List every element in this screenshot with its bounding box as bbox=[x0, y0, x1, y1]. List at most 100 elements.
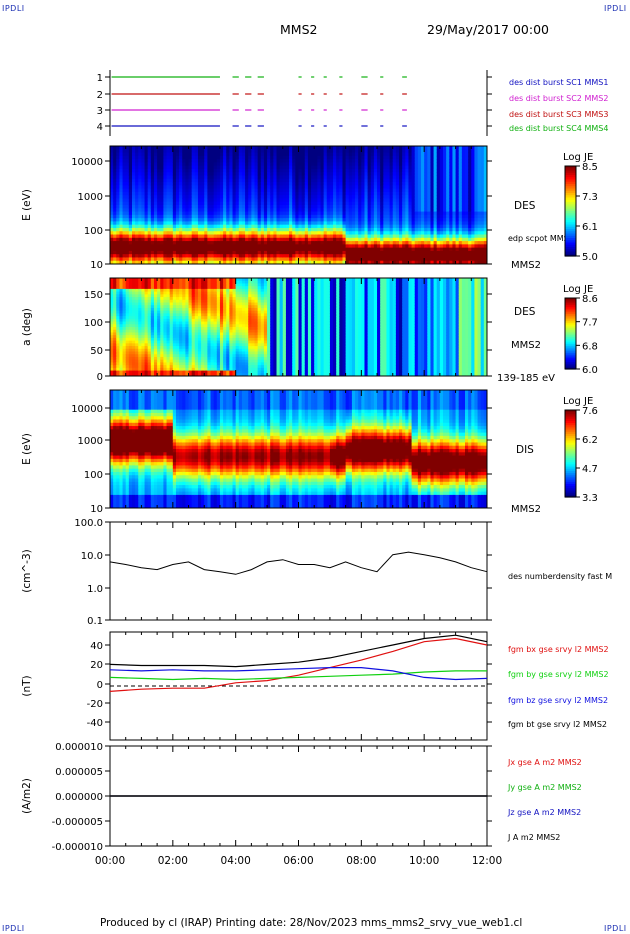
des-energy-panel-heatmap-cell bbox=[279, 152, 284, 157]
des-energy-panel-heatmap-cell bbox=[245, 165, 249, 170]
des-energy-panel-heatmap-cell bbox=[285, 172, 290, 176]
des-energy-panel-heatmap-cell bbox=[329, 195, 334, 199]
des-energy-panel-heatmap-cell bbox=[128, 159, 133, 163]
des-energy-panel-heatmap-cell bbox=[358, 191, 362, 196]
des-energy-panel-ytick-label: 1000 bbox=[78, 192, 103, 203]
des-energy-panel-heatmap-cell bbox=[273, 162, 278, 167]
des-energy-panel-heatmap-cell bbox=[150, 152, 155, 157]
des-energy-panel-heatmap-cell bbox=[430, 254, 435, 258]
des-energy-panel-heatmap-cell bbox=[135, 237, 139, 242]
des-energy-panel-heatmap-cell bbox=[355, 201, 359, 206]
des-pitch-panel-heatmap-cell bbox=[128, 346, 133, 350]
des-energy-panel-heatmap-cell bbox=[421, 234, 425, 239]
des-energy-panel-heatmap-cell bbox=[241, 146, 246, 150]
des-energy-panel-heatmap-cell bbox=[150, 237, 155, 242]
des-energy-panel-colorbar-cell bbox=[565, 222, 576, 226]
des-energy-panel-heatmap-cell bbox=[226, 159, 230, 163]
des-energy-panel-heatmap-cell bbox=[424, 155, 428, 160]
des-energy-panel-heatmap-cell bbox=[110, 221, 114, 226]
des-energy-panel-heatmap-cell bbox=[483, 149, 488, 154]
des-energy-panel-heatmap-cell bbox=[468, 185, 472, 190]
des-energy-panel-heatmap-cell bbox=[298, 182, 303, 186]
des-energy-panel-heatmap-cell bbox=[238, 155, 243, 160]
des-energy-panel-heatmap-cell bbox=[197, 244, 202, 249]
des-energy-panel-heatmap-cell bbox=[257, 221, 262, 226]
des-energy-panel-heatmap-cell bbox=[223, 188, 227, 193]
des-energy-panel-heatmap-cell bbox=[135, 231, 139, 235]
des-energy-panel-heatmap-cell bbox=[399, 241, 403, 245]
des-energy-panel-heatmap-cell bbox=[169, 146, 174, 150]
des-energy-panel-heatmap-cell bbox=[179, 250, 183, 255]
des-energy-panel-heatmap-cell bbox=[144, 149, 149, 154]
des-energy-panel-heatmap-cell bbox=[399, 178, 403, 183]
des-energy-panel-heatmap-cell bbox=[235, 218, 240, 222]
des-energy-panel-heatmap-cell bbox=[141, 227, 146, 232]
des-energy-panel-heatmap-cell bbox=[408, 208, 413, 213]
des-energy-panel-heatmap-cell bbox=[219, 254, 224, 258]
des-energy-panel-heatmap-cell bbox=[282, 218, 287, 222]
des-energy-panel-heatmap-cell bbox=[251, 218, 256, 222]
des-energy-panel-heatmap-cell bbox=[361, 162, 365, 167]
des-energy-panel-heatmap-cell bbox=[110, 152, 114, 157]
des-energy-panel-heatmap-cell bbox=[289, 149, 293, 154]
des-energy-panel-heatmap-cell bbox=[232, 172, 237, 176]
des-energy-panel-heatmap-cell bbox=[207, 234, 212, 239]
des-energy-panel-colorbar-cell bbox=[565, 175, 576, 178]
des-energy-panel-heatmap-cell bbox=[188, 165, 193, 170]
des-energy-panel-heatmap-cell bbox=[373, 185, 378, 190]
des-energy-panel-heatmap-cell bbox=[179, 175, 183, 180]
des-energy-panel-heatmap-cell bbox=[317, 227, 321, 232]
des-energy-panel-heatmap-cell bbox=[307, 244, 312, 249]
des-energy-panel-heatmap-cell bbox=[260, 224, 265, 229]
des-energy-panel-heatmap-cell bbox=[395, 159, 400, 163]
des-energy-panel-heatmap-cell bbox=[216, 254, 221, 258]
des-energy-panel-heatmap-cell bbox=[458, 231, 463, 235]
des-energy-panel-heatmap-cell bbox=[458, 152, 463, 157]
des-energy-panel-heatmap-cell bbox=[110, 234, 114, 239]
des-energy-panel-heatmap-cell bbox=[386, 182, 391, 186]
des-pitch-panel-heatmap-cell bbox=[116, 367, 120, 372]
des-energy-panel-heatmap-cell bbox=[348, 214, 353, 219]
des-energy-panel-heatmap-cell bbox=[128, 162, 133, 167]
des-energy-panel-heatmap-cell bbox=[235, 231, 240, 235]
des-pitch-panel-heatmap-cell bbox=[147, 316, 152, 320]
des-energy-panel-heatmap-cell bbox=[169, 198, 174, 203]
des-energy-panel-heatmap-cell bbox=[210, 191, 215, 196]
des-energy-panel-heatmap-cell bbox=[210, 188, 215, 193]
des-energy-panel-heatmap-cell bbox=[128, 191, 133, 196]
des-energy-panel-heatmap-cell bbox=[304, 205, 309, 209]
des-energy-panel-heatmap-cell bbox=[282, 185, 287, 190]
des-energy-panel-heatmap-cell bbox=[113, 260, 117, 265]
des-energy-panel-heatmap-cell bbox=[424, 182, 428, 186]
des-energy-panel-heatmap-cell bbox=[336, 208, 340, 213]
des-energy-panel-heatmap-cell bbox=[163, 191, 168, 196]
des-energy-panel-heatmap-cell bbox=[157, 260, 161, 265]
des-energy-panel-heatmap-cell bbox=[238, 185, 243, 190]
des-energy-panel-heatmap-cell bbox=[223, 198, 227, 203]
des-energy-panel-heatmap-cell bbox=[185, 205, 190, 209]
des-energy-panel-heatmap-cell bbox=[241, 191, 246, 196]
des-energy-panel-heatmap-cell bbox=[395, 211, 400, 216]
des-energy-panel-heatmap-cell bbox=[292, 172, 296, 176]
des-energy-panel-heatmap-cell bbox=[351, 260, 356, 265]
des-energy-panel-heatmap-cell bbox=[399, 224, 403, 229]
des-energy-panel-heatmap-cell bbox=[138, 224, 142, 229]
des-energy-panel-heatmap-cell bbox=[188, 227, 193, 232]
des-energy-panel-heatmap-cell bbox=[474, 155, 479, 160]
des-energy-panel-heatmap-cell bbox=[172, 191, 177, 196]
des-energy-panel-heatmap-cell bbox=[285, 155, 290, 160]
des-energy-panel-heatmap-cell bbox=[219, 241, 224, 245]
des-energy-panel-heatmap-cell bbox=[141, 224, 146, 229]
des-energy-panel-heatmap-cell bbox=[257, 211, 262, 216]
des-energy-panel-heatmap-cell bbox=[138, 168, 142, 173]
des-energy-panel-heatmap-cell bbox=[207, 237, 212, 242]
des-energy-panel-heatmap-cell bbox=[405, 162, 409, 167]
des-energy-panel-colorbar-cell bbox=[565, 240, 576, 244]
des-energy-panel-heatmap-cell bbox=[468, 205, 472, 209]
des-energy-panel-heatmap-cell bbox=[223, 146, 227, 150]
des-energy-panel-heatmap-cell bbox=[241, 188, 246, 193]
des-energy-panel-heatmap-cell bbox=[370, 257, 375, 262]
des-energy-panel-heatmap-cell bbox=[157, 244, 161, 249]
des-pitch-panel-heatmap-cell bbox=[122, 294, 127, 298]
des-energy-panel-heatmap-cell bbox=[229, 168, 234, 173]
